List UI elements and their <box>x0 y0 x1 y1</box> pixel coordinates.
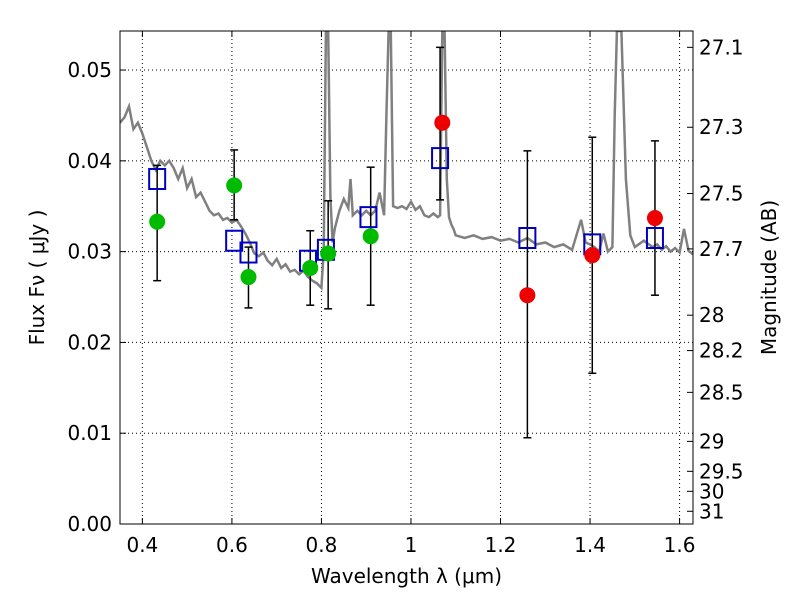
x-axis-title: Wavelength λ (μm) <box>311 564 502 588</box>
circle-series <box>149 114 663 304</box>
y2-tick-label: 27.1 <box>699 35 744 59</box>
data-point-circle <box>362 228 379 245</box>
x-tick-label: 1.4 <box>574 533 606 557</box>
data-point-circle <box>584 247 601 264</box>
data-point-circle <box>226 177 243 194</box>
y2-tick-label: 29 <box>699 429 724 453</box>
y2-axis-title: Magnitude (AB) <box>757 200 781 355</box>
data-point-square <box>148 167 167 190</box>
data-point-circle <box>240 269 257 286</box>
data-point-circle <box>519 287 536 304</box>
y-tick-label: 0.02 <box>67 330 112 354</box>
axis-ticks: 0.4 0.6 0.8 1 1.2 1.4 1.6 0.00 0.01 0.02 0.03 0.04 0… <box>67 31 744 557</box>
model-spectrum-layer <box>120 31 693 291</box>
x-tick-label: 0.4 <box>126 533 158 557</box>
grid-lines <box>120 31 693 525</box>
y-tick-label: 0.05 <box>67 58 112 82</box>
data-point-square <box>225 229 244 252</box>
data-point-circle <box>646 210 663 227</box>
data-point-square <box>645 227 664 250</box>
x-tick-label: 0.8 <box>306 533 338 557</box>
error-bars-layer <box>153 46 659 439</box>
y-tick-label: 0.01 <box>67 421 112 445</box>
x-tick-label: 1.2 <box>485 533 517 557</box>
data-point-square <box>518 227 537 250</box>
x-tick-label: 1 <box>405 533 418 557</box>
model-spectrum-line <box>120 31 693 291</box>
data-point-circle <box>434 114 451 131</box>
y-axis-title: Flux Fν ( μJy ) <box>25 210 49 346</box>
x-tick-label: 0.6 <box>216 533 248 557</box>
data-point-circle <box>302 259 319 276</box>
y2-tick-label: 27.3 <box>699 115 744 139</box>
y2-tick-label: 27.5 <box>699 182 744 206</box>
y-tick-label: 0.00 <box>67 512 112 536</box>
y-tick-label: 0.04 <box>67 149 112 173</box>
y-tick-label: 0.03 <box>67 240 112 264</box>
data-point-square <box>359 206 378 229</box>
data-point-square <box>239 241 258 264</box>
y2-tick-label: 30 <box>699 479 724 503</box>
y2-tick-label: 31 <box>699 499 724 523</box>
y2-tick-label: 28.2 <box>699 339 744 363</box>
x-tick-label: 1.6 <box>664 533 696 557</box>
plot-frame <box>119 30 694 525</box>
y2-tick-label: 27.7 <box>699 237 744 261</box>
y2-tick-label: 29.5 <box>699 459 744 483</box>
data-point-circle <box>320 245 337 262</box>
y2-tick-label: 28 <box>699 303 724 327</box>
y2-tick-label: 28.5 <box>699 380 744 404</box>
data-point-circle <box>149 213 166 230</box>
data-point-square <box>431 147 450 170</box>
